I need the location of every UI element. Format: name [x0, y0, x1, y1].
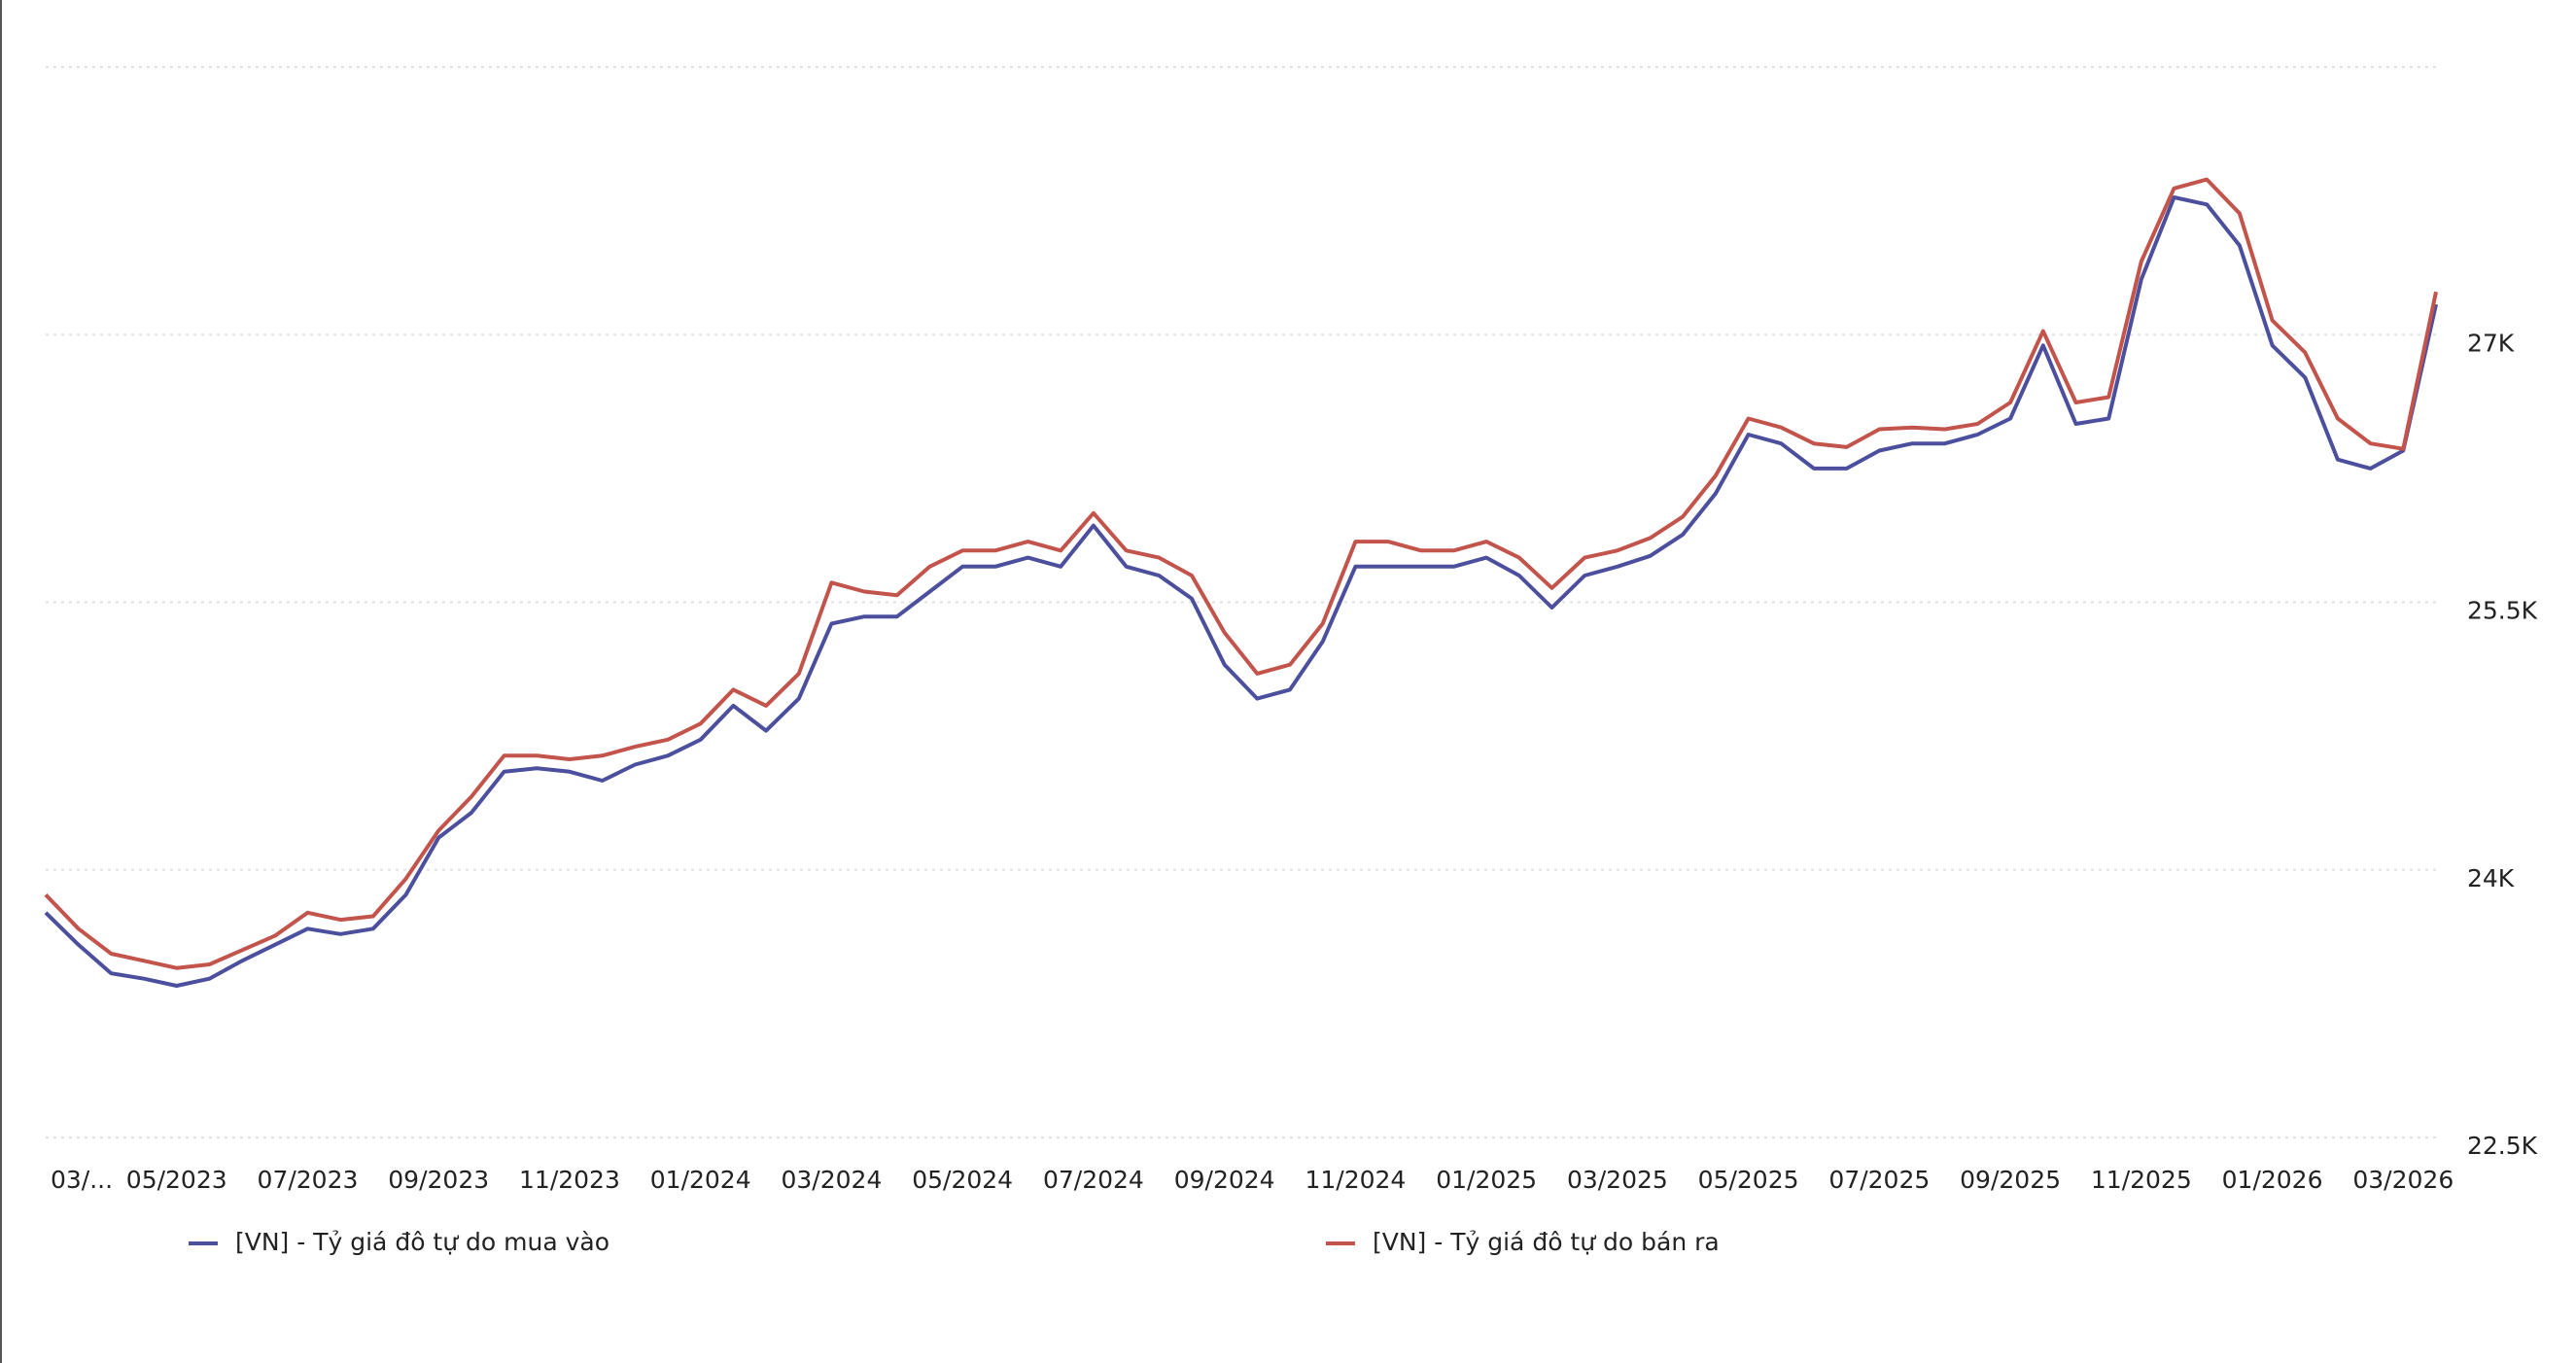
- x-tick-label: 07/2023: [258, 1166, 359, 1194]
- x-tick-label: 09/2024: [1174, 1166, 1275, 1194]
- x-tick-label: 05/2024: [912, 1166, 1013, 1194]
- legend-label: [VN] - Tỷ giá đô tự do mua vào: [235, 1228, 609, 1256]
- x-tick-label: 09/2023: [388, 1166, 489, 1194]
- x-tick-label: 03/2026: [2352, 1166, 2454, 1194]
- x-tick-label: 01/2024: [650, 1166, 751, 1194]
- y-tick-label: 22.5K: [2467, 1132, 2538, 1160]
- x-tick-label: 07/2024: [1043, 1166, 1144, 1194]
- y-tick-label: 24K: [2467, 864, 2515, 892]
- x-tick-label: 03/...: [51, 1166, 113, 1194]
- x-tick-label: 05/2023: [126, 1166, 227, 1194]
- x-tick-label: 11/2024: [1305, 1166, 1406, 1194]
- x-tick-label: 01/2026: [2222, 1166, 2323, 1194]
- y-tick-label: 27K: [2467, 329, 2515, 357]
- x-tick-label: 09/2025: [1960, 1166, 2061, 1194]
- series-line: [44, 177, 2438, 970]
- series-line: [44, 195, 2438, 988]
- y-tick-label: 25.5K: [2467, 597, 2538, 625]
- x-tick-label: 03/2025: [1567, 1166, 1668, 1194]
- x-tick-label: 11/2023: [519, 1166, 620, 1194]
- x-tick-label: 11/2025: [2091, 1166, 2192, 1194]
- legend-label: [VN] - Tỷ giá đô tự do bán ra: [1373, 1228, 1720, 1256]
- x-tick-label: 01/2025: [1436, 1166, 1537, 1194]
- x-tick-label: 07/2025: [1828, 1166, 1930, 1194]
- x-tick-label: 05/2025: [1698, 1166, 1799, 1194]
- x-tick-label: 03/2024: [782, 1166, 883, 1194]
